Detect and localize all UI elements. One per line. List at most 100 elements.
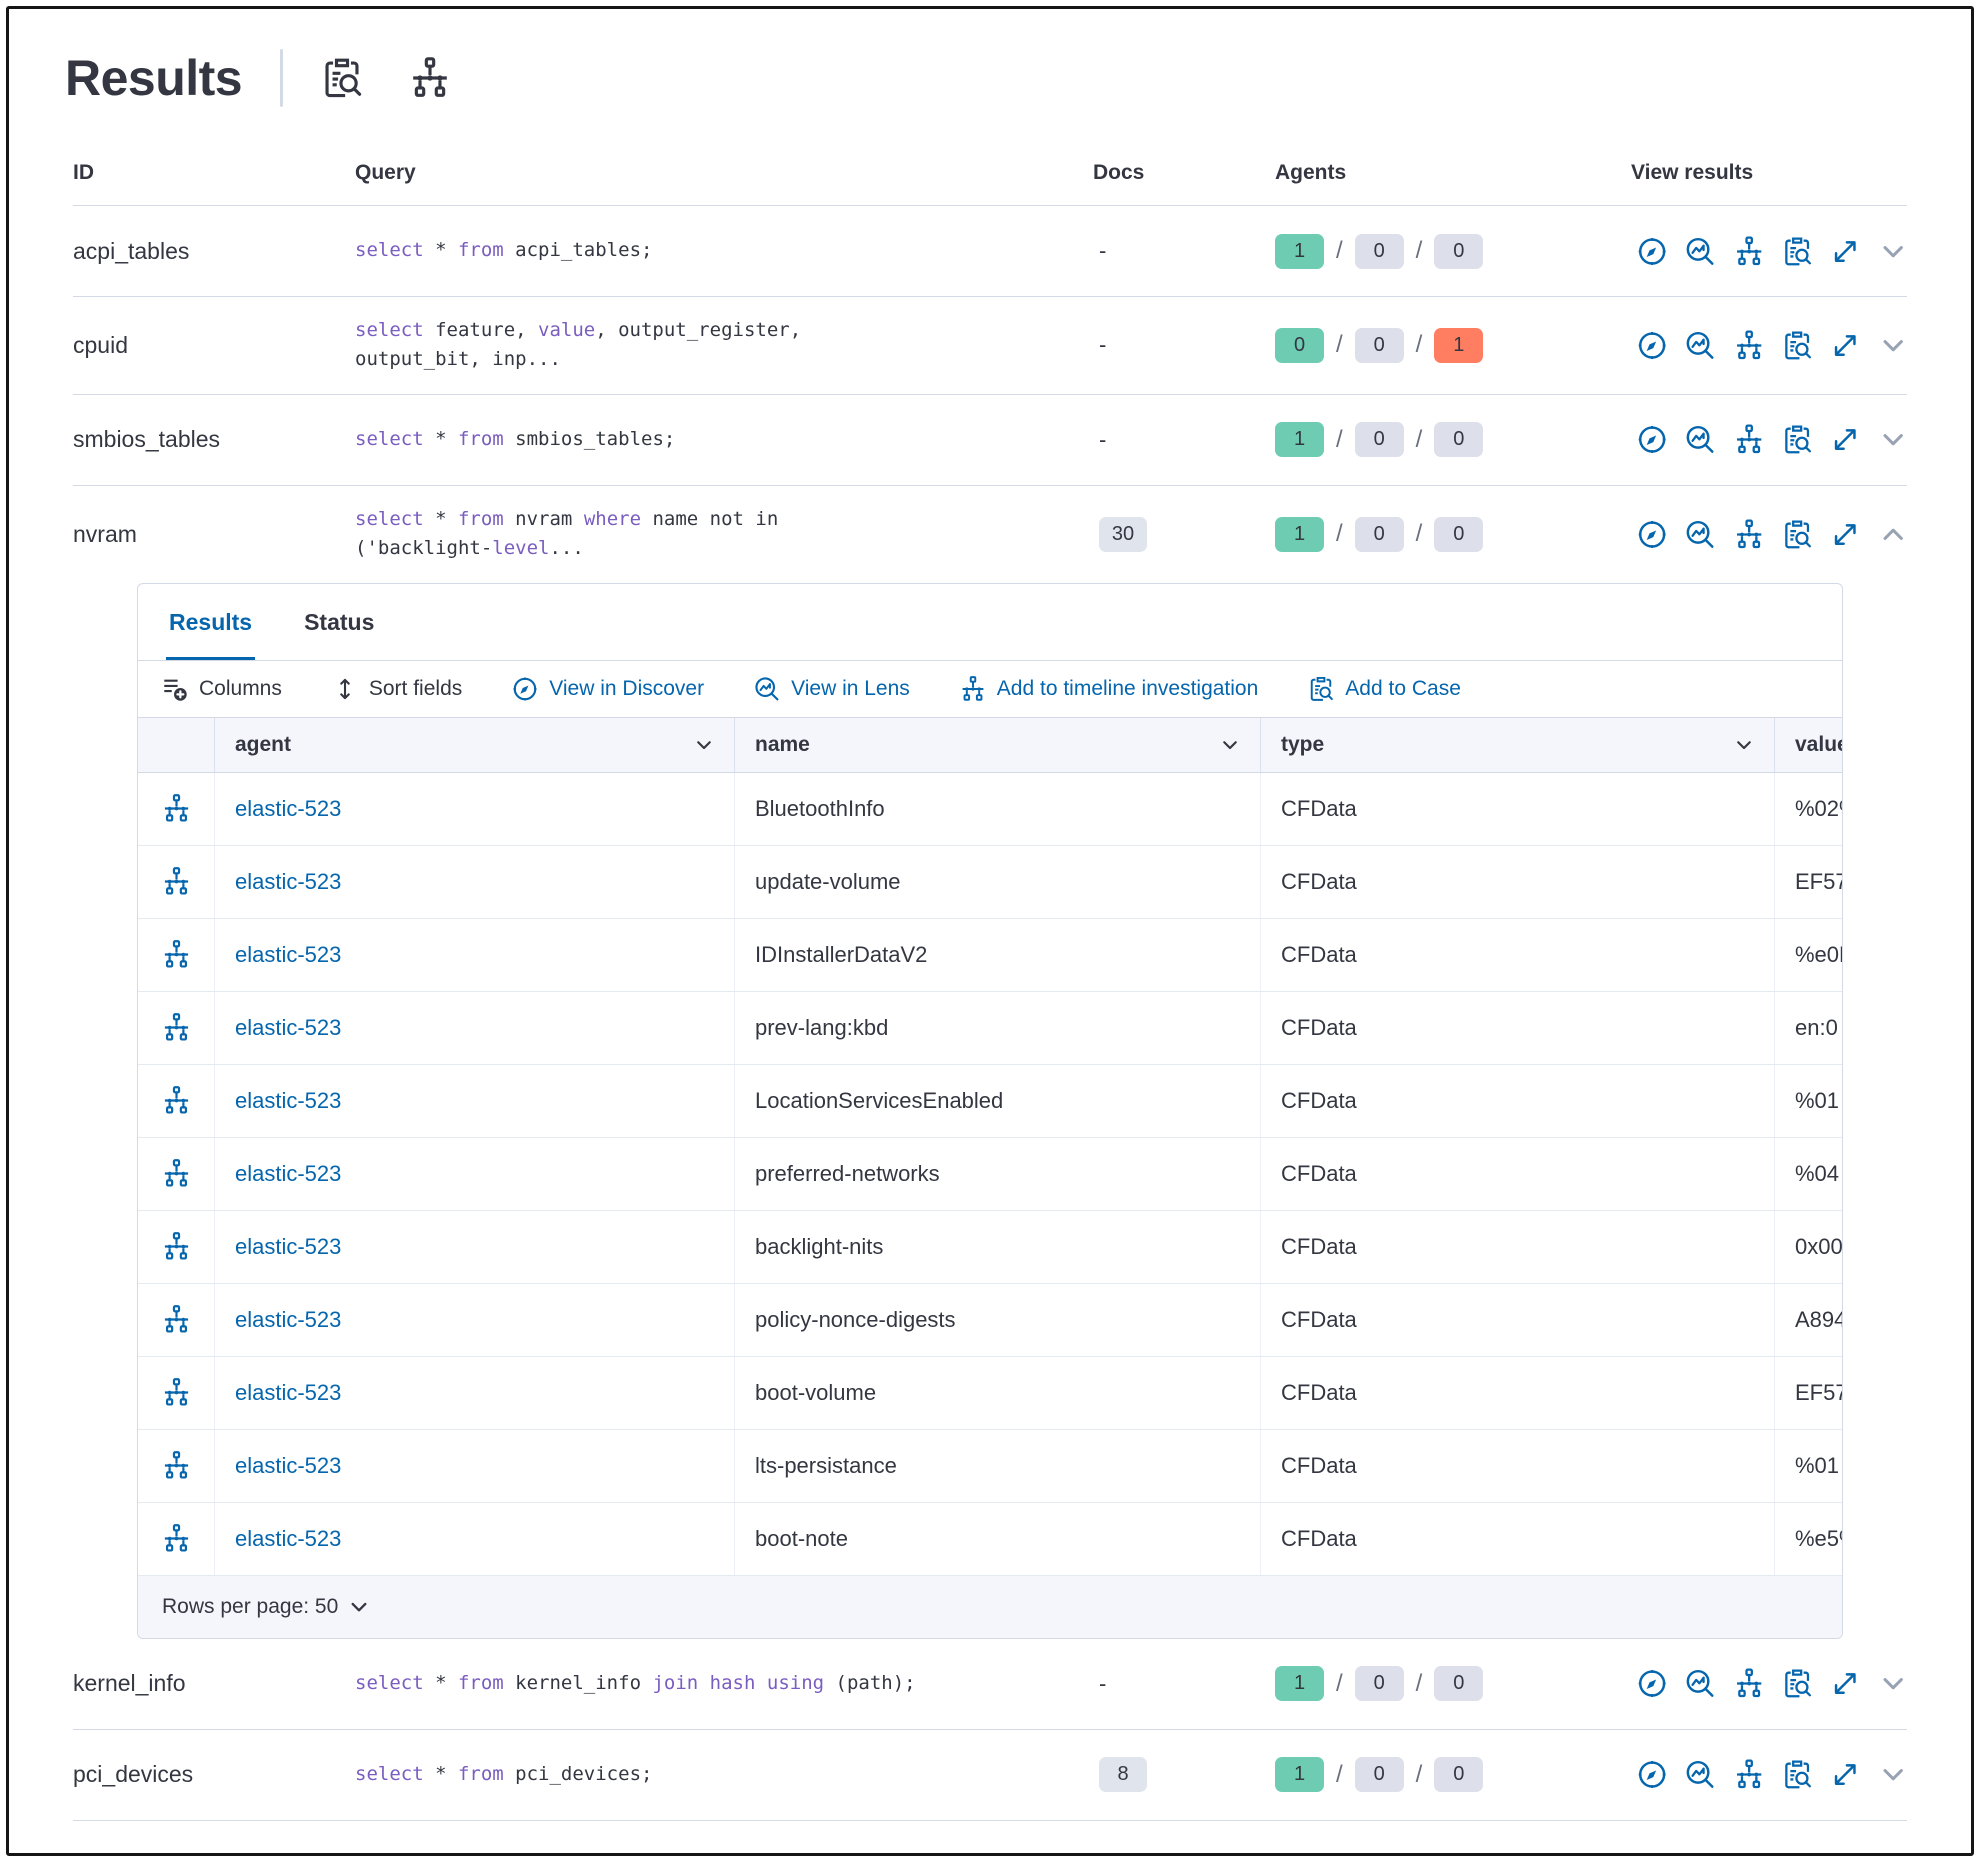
discover-icon[interactable]	[1637, 424, 1667, 455]
discover-icon[interactable]	[1637, 519, 1667, 550]
timeline-icon[interactable]	[1734, 1759, 1764, 1790]
rows-per-page-label: Rows per page: 50	[162, 1594, 339, 1618]
lens-icon[interactable]	[1685, 1759, 1715, 1790]
timeline-icon[interactable]	[162, 794, 191, 823]
expand-icon[interactable]	[1830, 330, 1860, 361]
timeline-icon[interactable]	[1734, 330, 1764, 361]
case-icon[interactable]	[1782, 1759, 1812, 1790]
tab-status[interactable]: Status	[304, 608, 375, 635]
view-results-cell	[1631, 424, 1907, 455]
agent-link[interactable]: elastic-523	[235, 1160, 342, 1186]
expand-icon[interactable]	[1830, 236, 1860, 267]
expand-icon[interactable]	[1830, 1759, 1860, 1790]
chevron-down-icon[interactable]	[1879, 1760, 1907, 1789]
case-icon[interactable]	[1782, 330, 1812, 361]
case-icon[interactable]	[1782, 1668, 1812, 1699]
discover-icon[interactable]	[1637, 236, 1667, 267]
chevron-down-icon[interactable]	[1879, 331, 1907, 360]
agent-link[interactable]: elastic-523	[235, 868, 342, 894]
agent-link[interactable]: elastic-523	[235, 941, 342, 967]
agent-link[interactable]: elastic-523	[235, 1452, 342, 1478]
rows-per-page-button[interactable]: Rows per page: 50	[162, 1595, 370, 1619]
timeline-icon[interactable]	[1734, 236, 1764, 267]
grid-column-name[interactable]: name	[734, 717, 1260, 772]
timeline-icon[interactable]	[162, 867, 191, 896]
discover-icon	[512, 676, 538, 702]
cell-agent: elastic-523	[214, 991, 734, 1064]
chevron-down-icon[interactable]	[1879, 425, 1907, 454]
grid-column-agent[interactable]: agent	[214, 717, 734, 772]
expand-icon[interactable]	[1830, 519, 1860, 550]
query-text: feature,	[423, 319, 539, 341]
grid-column-type[interactable]: type	[1260, 717, 1774, 772]
timeline-icon[interactable]	[162, 1451, 191, 1480]
docs-cell: 8	[1093, 1757, 1275, 1793]
agent-link[interactable]: elastic-523	[235, 1379, 342, 1405]
timeline-icon[interactable]	[162, 1013, 191, 1042]
toolbar-columns[interactable]: Columns	[162, 676, 282, 702]
timeline-icon[interactable]	[162, 1159, 191, 1188]
toolbar-sort-fields[interactable]: Sort fields	[332, 676, 462, 702]
agent-link[interactable]: elastic-523	[235, 1014, 342, 1040]
query-id: nvram	[73, 520, 137, 547]
cell-agent: elastic-523	[214, 1429, 734, 1502]
query-text: value	[538, 319, 596, 341]
view-results-cell	[1631, 1668, 1907, 1699]
agents-neutral-badge: 0	[1354, 327, 1404, 363]
inspect-icon[interactable]	[321, 57, 363, 99]
page-header: Results	[9, 9, 1971, 107]
query-text	[698, 1672, 709, 1694]
timeline-icon[interactable]	[1734, 424, 1764, 455]
row-actions-cell	[138, 1065, 214, 1137]
timeline-icon[interactable]	[162, 1232, 191, 1261]
cell-value: %01	[1774, 1064, 1842, 1137]
discover-icon[interactable]	[1637, 1759, 1667, 1790]
lens-icon[interactable]	[1685, 1668, 1715, 1699]
cell-name: prev-lang:kbd	[734, 991, 1260, 1064]
lens-icon[interactable]	[1685, 236, 1715, 267]
agents-neutral-badge: 0	[1434, 1666, 1484, 1702]
timeline-icon[interactable]	[162, 1524, 191, 1553]
expand-icon[interactable]	[1830, 424, 1860, 455]
chevron-down-icon[interactable]	[694, 735, 714, 755]
case-icon[interactable]	[1782, 519, 1812, 550]
agent-link[interactable]: elastic-523	[235, 1233, 342, 1259]
lens-icon[interactable]	[1685, 519, 1715, 550]
badge-separator: /	[1415, 237, 1423, 264]
expand-icon[interactable]	[1830, 1668, 1860, 1699]
toolbar-add-to-case[interactable]: Add to Case	[1308, 676, 1461, 702]
chevron-down-icon[interactable]	[1734, 735, 1754, 755]
timeline-icon[interactable]	[162, 1086, 191, 1115]
chevron-down-icon[interactable]	[1879, 237, 1907, 266]
chevron-down-icon[interactable]	[1879, 1669, 1907, 1698]
tab-results[interactable]: Results	[166, 584, 256, 660]
case-icon[interactable]	[1782, 424, 1812, 455]
timeline-icon[interactable]	[1734, 1668, 1764, 1699]
header-actions	[321, 57, 451, 99]
agent-link[interactable]: elastic-523	[235, 1306, 342, 1332]
row-actions-cell	[138, 1430, 214, 1502]
agent-link[interactable]: elastic-523	[235, 795, 342, 821]
chevron-up-icon[interactable]	[1879, 520, 1907, 549]
lens-icon[interactable]	[1685, 330, 1715, 361]
case-icon[interactable]	[1782, 236, 1812, 267]
timeline-icon[interactable]	[1734, 519, 1764, 550]
toolbar-view-in-lens[interactable]: View in Lens	[754, 676, 910, 702]
agent-link[interactable]: elastic-523	[235, 1525, 342, 1551]
cell-agent: elastic-523	[214, 1210, 734, 1283]
lens-icon[interactable]	[1685, 424, 1715, 455]
discover-icon[interactable]	[1637, 1668, 1667, 1699]
grid-column-value[interactable]: value	[1774, 717, 1842, 772]
discover-icon[interactable]	[1637, 330, 1667, 361]
cell-value: A894AE9D531	[1774, 1283, 1842, 1356]
toolbar-add-to-timeline-investigation[interactable]: Add to timeline investigation	[960, 675, 1258, 702]
timeline-icon[interactable]	[162, 940, 191, 969]
toolbar-view-in-discover[interactable]: View in Discover	[512, 676, 704, 702]
timeline-icon[interactable]	[162, 1378, 191, 1407]
timeline-icon[interactable]	[162, 1305, 191, 1334]
chevron-down-icon[interactable]	[1220, 735, 1240, 755]
result-row: elastic-523 IDInstallerDataV2 CFData %e0…	[138, 918, 1842, 992]
timeline-icon[interactable]	[409, 57, 451, 99]
agent-link[interactable]: elastic-523	[235, 1087, 342, 1113]
query-text: select	[355, 319, 424, 341]
